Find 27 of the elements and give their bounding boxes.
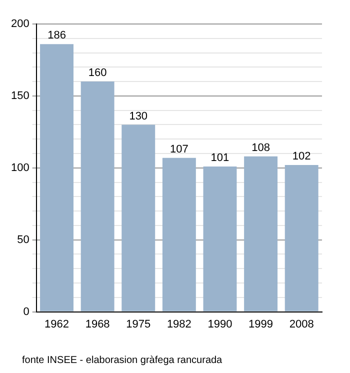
bar bbox=[80, 82, 114, 312]
data-label: 130 bbox=[129, 110, 148, 122]
x-tick-label: 1975 bbox=[126, 318, 151, 330]
data-label: 107 bbox=[170, 143, 188, 156]
x-tick-label: 1999 bbox=[248, 318, 274, 330]
data-label: 108 bbox=[252, 142, 270, 154]
y-tick-label: 0 bbox=[23, 306, 30, 318]
y-tick-label: 150 bbox=[10, 90, 30, 102]
bar bbox=[122, 124, 156, 312]
x-tick-label: 1982 bbox=[166, 318, 192, 330]
data-label: 101 bbox=[210, 152, 230, 164]
x-tick-label: 1990 bbox=[208, 318, 232, 330]
x-tick-label: 2008 bbox=[289, 318, 314, 330]
bar bbox=[244, 156, 278, 312]
y-tick-label: 50 bbox=[17, 234, 30, 246]
x-tick-label: 1962 bbox=[44, 318, 69, 330]
x-tick-label: 1968 bbox=[85, 318, 110, 330]
y-tick-label: 200 bbox=[10, 18, 30, 30]
data-label: 186 bbox=[48, 30, 66, 42]
bar bbox=[284, 165, 318, 312]
bar bbox=[40, 44, 74, 312]
bar bbox=[162, 158, 196, 312]
y-tick-label: 100 bbox=[10, 162, 30, 174]
data-label: 160 bbox=[88, 67, 107, 80]
source-note: fonte INSEE - elaborasion gràfega rancurada bbox=[22, 355, 223, 366]
data-label: 102 bbox=[292, 150, 311, 163]
bar bbox=[203, 166, 237, 312]
